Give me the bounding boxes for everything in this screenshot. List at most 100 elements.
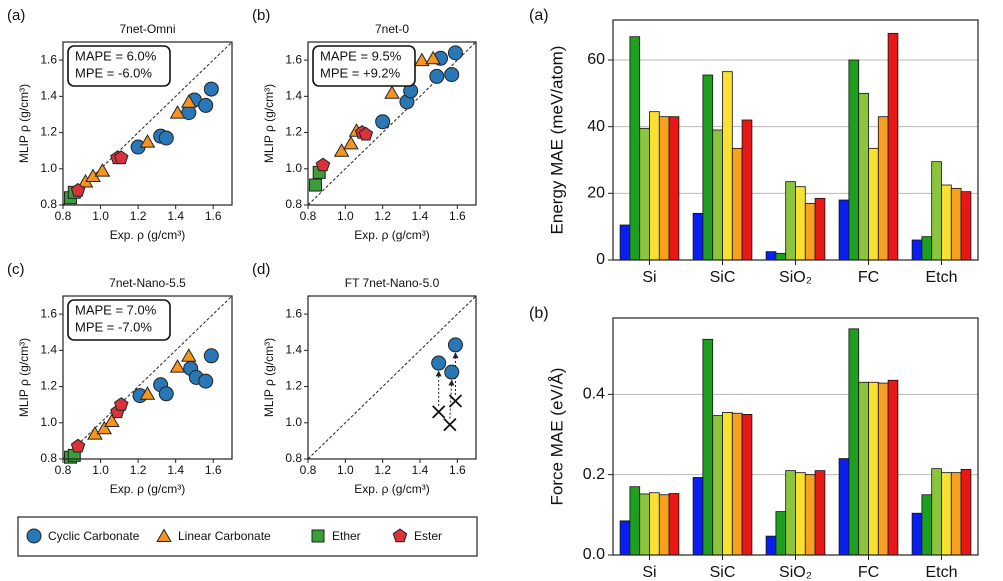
marker-circle bbox=[447, 337, 463, 353]
x-tick-label: 0.8 bbox=[300, 209, 317, 223]
annotation: MPE = +9.2% bbox=[320, 65, 401, 80]
bar bbox=[950, 472, 962, 556]
y-tick-label: 0 bbox=[596, 251, 605, 268]
y-tick-label: 0.8 bbox=[285, 197, 302, 211]
plot-frame bbox=[307, 41, 477, 206]
x-tick-label: 1.0 bbox=[337, 209, 354, 223]
x-tick-label: 1.0 bbox=[92, 209, 109, 223]
annotation-box bbox=[67, 299, 171, 341]
bar bbox=[668, 116, 680, 261]
panel-label: (d) bbox=[252, 261, 270, 278]
annotation-box bbox=[312, 45, 416, 87]
y-tick-label: 1.2 bbox=[40, 125, 57, 139]
bar bbox=[921, 494, 933, 556]
marker-triangle bbox=[139, 134, 156, 148]
x-tick-label: 1.6 bbox=[449, 463, 466, 477]
x-tick-label: 1.2 bbox=[130, 463, 147, 477]
bar bbox=[858, 381, 869, 556]
legend-entry: Cyclic Carbonate bbox=[26, 528, 140, 544]
x-tick-label: 1.6 bbox=[205, 463, 222, 477]
bar bbox=[658, 494, 670, 556]
y-tick-label: 1.2 bbox=[40, 379, 57, 393]
x-tick-label: SiC bbox=[710, 564, 736, 581]
bar bbox=[931, 468, 942, 556]
bar bbox=[950, 187, 962, 261]
bar bbox=[868, 147, 879, 261]
annotation: MAPE = 6.0% bbox=[75, 48, 157, 63]
marker-triangle bbox=[181, 94, 197, 108]
series bbox=[87, 348, 197, 440]
x-tick-label: 1.4 bbox=[167, 463, 184, 477]
marker-triangle bbox=[139, 386, 156, 400]
bar bbox=[668, 493, 680, 556]
bar bbox=[629, 486, 641, 556]
annotation: MAPE = 9.5% bbox=[320, 48, 402, 63]
marker-triangle bbox=[96, 420, 113, 435]
marker-circle bbox=[158, 130, 174, 146]
bar bbox=[877, 382, 889, 556]
panel-label: (b) bbox=[529, 305, 549, 322]
x-tick-label: 1.4 bbox=[412, 463, 429, 477]
y-tick-label: 20 bbox=[587, 185, 605, 202]
x-tick-label: 0.8 bbox=[55, 209, 72, 223]
legend-entry: Linear Carbonate bbox=[156, 528, 271, 543]
marker-triangle bbox=[414, 52, 430, 67]
bar bbox=[804, 202, 816, 261]
bar bbox=[692, 212, 704, 261]
chart-title: 7net-Nano-5.5 bbox=[109, 276, 186, 290]
x-tick-label: 1.6 bbox=[205, 209, 222, 223]
legend-label: Ether bbox=[332, 529, 361, 543]
marker-pentagon bbox=[392, 528, 408, 543]
bar bbox=[814, 197, 826, 261]
y-axis-label: Energy MAE (meV/atom) bbox=[547, 46, 566, 235]
shift-arrow bbox=[448, 379, 455, 419]
y-tick-label: 0.8 bbox=[40, 451, 57, 465]
marker-triangle bbox=[156, 528, 172, 542]
bar bbox=[858, 92, 869, 261]
x-tick-label: Si bbox=[642, 269, 656, 286]
annotation-box bbox=[67, 45, 171, 87]
y-tick-label: 1.6 bbox=[40, 306, 57, 320]
marker-circle bbox=[203, 81, 219, 97]
bar bbox=[941, 472, 952, 556]
marker-triangle bbox=[181, 348, 197, 362]
bar bbox=[619, 520, 631, 556]
bar bbox=[731, 412, 743, 556]
y-axis-label: MLIP ρ (g/cm³) bbox=[262, 84, 276, 163]
marker-triangle bbox=[384, 85, 400, 99]
bar bbox=[931, 161, 942, 261]
reference-point bbox=[448, 394, 463, 408]
marker-triangle bbox=[425, 50, 441, 65]
marker-circle bbox=[431, 355, 447, 371]
bar bbox=[960, 469, 972, 556]
y-tick-label: 1.6 bbox=[40, 52, 57, 66]
reference-point bbox=[443, 417, 457, 432]
marker-circle bbox=[444, 364, 460, 380]
bar bbox=[804, 474, 816, 556]
y-tick-label: 0.4 bbox=[583, 386, 605, 403]
bar bbox=[838, 458, 850, 556]
chart-title: FT 7net-Nano-5.0 bbox=[345, 276, 440, 290]
plot-frame bbox=[62, 295, 233, 460]
x-tick-label: 1.2 bbox=[130, 209, 147, 223]
y-tick-label: 1.4 bbox=[40, 89, 57, 103]
legend-entry: Ester bbox=[392, 528, 442, 543]
marker-pentagon bbox=[114, 150, 129, 165]
x-tick-label: 1.2 bbox=[374, 209, 391, 223]
y-axis-label: MLIP ρ (g/cm³) bbox=[17, 338, 31, 417]
bar bbox=[692, 477, 704, 556]
bar bbox=[702, 74, 714, 261]
bar bbox=[639, 493, 650, 556]
marker-triangle bbox=[343, 135, 359, 150]
plot-frame bbox=[62, 41, 233, 206]
diagonal bbox=[62, 295, 233, 460]
bar bbox=[649, 111, 660, 261]
marker-pentagon bbox=[358, 126, 374, 141]
marker-circle bbox=[447, 45, 463, 61]
bar bbox=[741, 414, 753, 556]
panel-label: (a) bbox=[529, 7, 549, 24]
bar bbox=[741, 119, 753, 261]
y-tick-label: 40 bbox=[587, 118, 605, 135]
x-axis-label: Exp. ρ (g/cm³) bbox=[354, 228, 430, 242]
